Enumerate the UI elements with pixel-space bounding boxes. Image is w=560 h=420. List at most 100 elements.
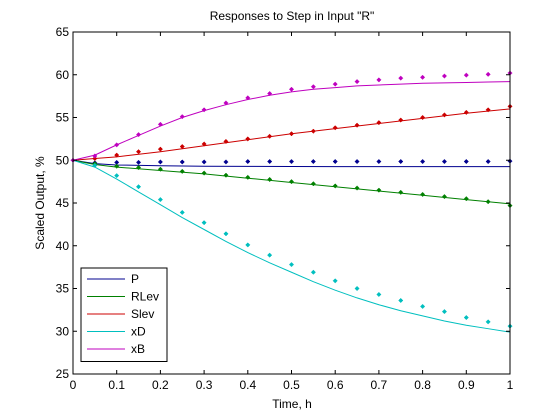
series-marker-xd: [463, 315, 469, 321]
x-tick-label: 0.5: [283, 378, 300, 392]
x-tick-label: 0.9: [458, 378, 475, 392]
series-marker-p: [245, 158, 251, 165]
x-tick-label: 0: [70, 378, 77, 392]
series-marker-slev: [157, 146, 163, 152]
y-tick-label: 45: [56, 196, 70, 210]
series-marker-p: [179, 159, 185, 165]
series-marker-xd: [420, 303, 426, 310]
series-marker-slev: [179, 144, 185, 150]
series-marker-xd: [223, 231, 229, 237]
series-marker-xb: [310, 84, 316, 90]
y-tick-label: 60: [56, 68, 70, 82]
series-marker-xd: [245, 242, 251, 248]
series-marker-p: [441, 158, 448, 165]
series-marker-slev: [223, 138, 229, 144]
series-marker-p: [463, 158, 469, 165]
x-tick-label: 0.1: [108, 378, 125, 392]
series-marker-slev: [92, 155, 98, 162]
series-marker-p: [376, 158, 382, 165]
series-marker-xb: [354, 79, 360, 85]
series-marker-slev: [288, 131, 295, 137]
series-marker-xb: [441, 73, 448, 79]
series-marker-p: [201, 159, 207, 165]
series-marker-xb: [157, 121, 163, 127]
y-tick-label: 35: [56, 282, 70, 296]
series-marker-slev: [135, 149, 142, 155]
series-marker-xb: [223, 100, 229, 106]
series-marker-xb: [92, 153, 98, 159]
series-marker-rlev: [135, 164, 142, 171]
y-tick-label: 55: [56, 111, 70, 125]
series-marker-rlev: [376, 187, 382, 193]
series-marker-xd: [267, 252, 273, 258]
y-tick-label: 25: [56, 367, 70, 381]
series-marker-p: [157, 159, 163, 165]
series-marker-rlev: [463, 196, 469, 202]
series-marker-rlev: [157, 166, 163, 172]
legend-label-slev: Slev: [131, 307, 154, 321]
series-marker-rlev: [354, 185, 360, 191]
legend-label-p: P: [131, 272, 139, 286]
series-marker-rlev: [441, 194, 448, 200]
series-marker-p: [332, 158, 338, 165]
series-marker-p: [485, 158, 491, 165]
series-marker-p: [310, 158, 316, 165]
x-tick-label: 0.6: [327, 378, 344, 392]
series-marker-rlev: [310, 181, 316, 187]
series-marker-xb: [114, 142, 120, 148]
series-marker-xb: [420, 74, 426, 80]
series-marker-xd: [288, 262, 295, 268]
legend-box: [80, 267, 168, 362]
series-marker-rlev: [223, 172, 229, 178]
series-marker-xb: [463, 72, 469, 78]
series-marker-xb: [245, 95, 251, 101]
series-marker-rlev: [179, 168, 185, 174]
series-marker-rlev: [114, 163, 120, 169]
series-marker-slev: [332, 125, 338, 131]
series-marker-slev: [398, 117, 404, 123]
series-marker-xb: [201, 107, 207, 113]
series-line-p: [72, 159, 510, 168]
series-marker-p: [398, 158, 404, 165]
series-marker-xd: [310, 269, 316, 275]
chart-title: Responses to Step in Input "R": [210, 9, 375, 23]
series-marker-xd: [376, 291, 382, 298]
y-axis-label: Scaled Output, %: [33, 156, 47, 250]
plot-area: [70, 70, 513, 333]
x-tick-label: 1: [507, 378, 514, 392]
series-marker-rlev: [288, 179, 295, 185]
series-marker-slev: [310, 128, 316, 134]
series-marker-xd: [114, 173, 120, 179]
series-marker-xb: [398, 75, 404, 81]
series-marker-rlev: [201, 170, 207, 176]
series-marker-p: [135, 159, 142, 165]
series-marker-slev: [114, 152, 120, 158]
series-marker-xd: [441, 309, 448, 315]
series-marker-slev: [463, 109, 469, 115]
series-marker-rlev: [420, 191, 426, 198]
series-marker-xb: [485, 71, 491, 77]
legend-label-rlev: RLev: [131, 290, 159, 304]
legend-label-xb: xB: [131, 342, 145, 356]
y-tick-label: 40: [56, 239, 70, 253]
series-marker-rlev: [245, 174, 251, 180]
series-marker-xb: [267, 91, 273, 97]
series-marker-rlev: [485, 199, 491, 205]
series-marker-xb: [179, 114, 185, 120]
series-marker-xd: [354, 285, 360, 292]
x-tick-label: 0.7: [371, 378, 388, 392]
legend: P RLev Slev xD xB: [80, 267, 168, 362]
series-marker-xd: [398, 297, 404, 304]
series-marker-slev: [376, 120, 382, 126]
series-marker-p: [420, 158, 426, 165]
series-marker-slev: [485, 107, 491, 113]
series-marker-p: [267, 158, 273, 165]
y-tick-label: 50: [56, 153, 70, 167]
x-tick-label: 0.2: [152, 378, 169, 392]
series-marker-slev: [420, 114, 426, 121]
series-marker-xb: [288, 86, 295, 92]
series-marker-slev: [441, 112, 448, 118]
series-marker-slev: [354, 122, 360, 128]
series-marker-xd: [135, 184, 142, 190]
